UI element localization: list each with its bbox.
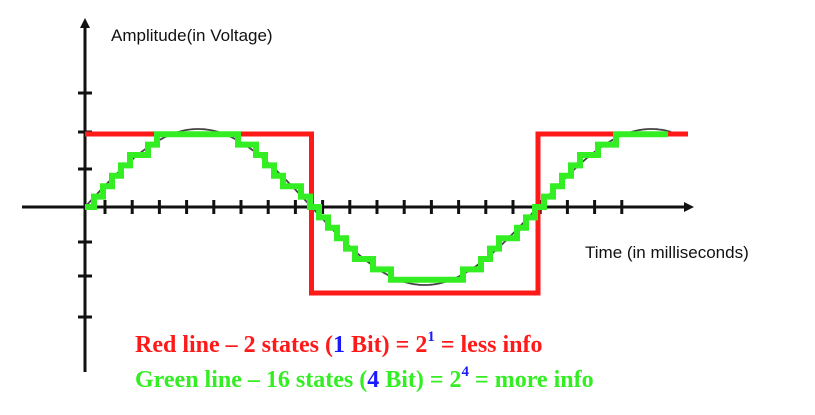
green-caption-exponent: 4	[461, 364, 470, 380]
y-axis-label: Amplitude(in Voltage)	[111, 26, 273, 45]
green-caption-mid: Bit) = 2	[379, 367, 462, 393]
red-caption-lead: Red line – 2 states (	[135, 332, 333, 358]
x-axis-label: Time (in milliseconds)	[585, 243, 749, 262]
green-4bit-quantized-line	[85, 131, 668, 283]
green-caption-tail: = more info	[469, 367, 594, 393]
green-caption-lead: Green line – 16 states (	[135, 367, 368, 393]
red-line-caption: Red line – 2 states (1 Bit) = 21 = less …	[135, 330, 543, 358]
red-caption-tail: = less info	[434, 332, 543, 358]
red-caption-bits: 1	[332, 332, 345, 358]
red-1bit-quantized-line	[85, 131, 688, 296]
green-line-caption: Green line – 16 states (4 Bit) = 24 = mo…	[135, 365, 594, 393]
red-caption-exponent: 1	[427, 329, 435, 345]
green-caption-bits: 4	[367, 367, 380, 393]
red-caption-mid: Bit) = 2	[344, 332, 428, 358]
